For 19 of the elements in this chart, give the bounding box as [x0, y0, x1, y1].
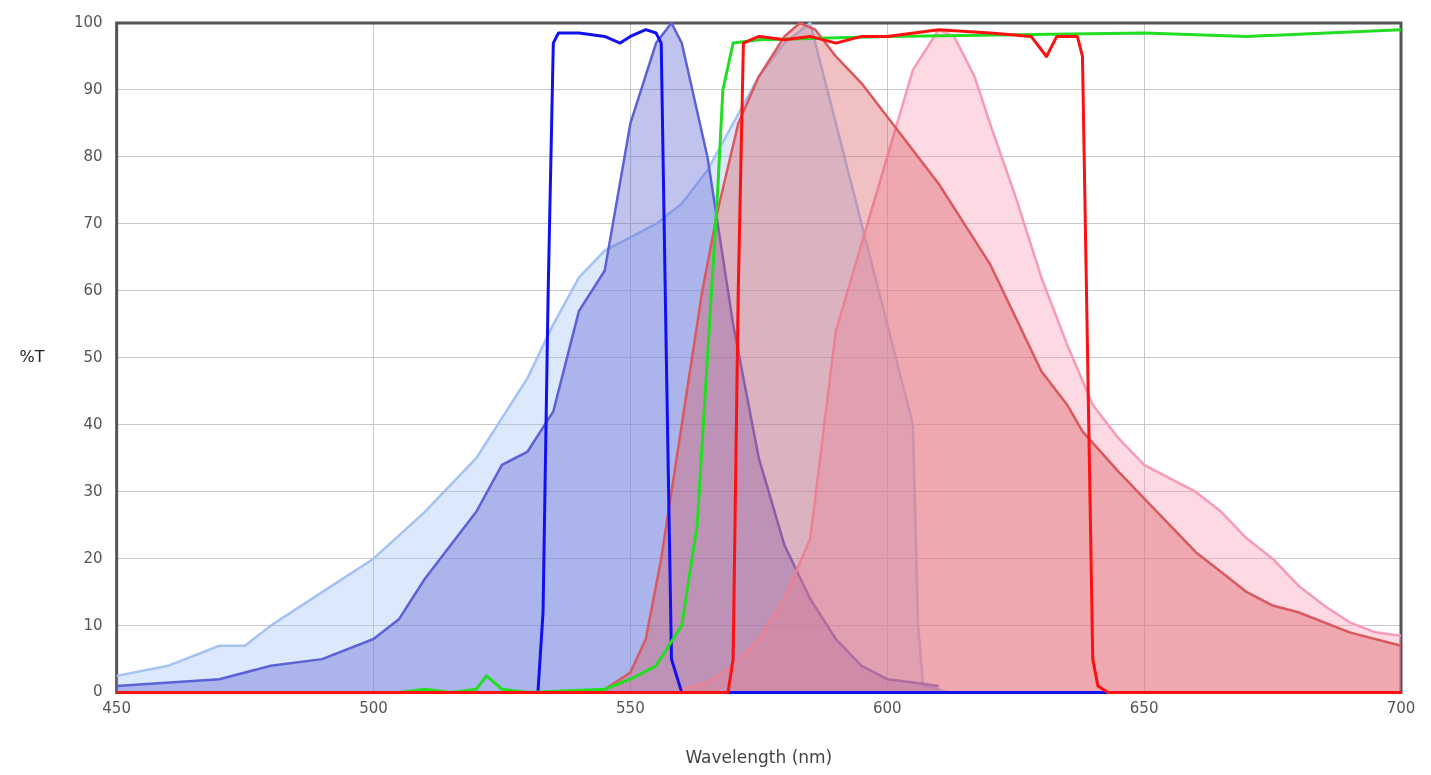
- x-tick-label: 700: [1386, 699, 1416, 718]
- y-tick-label: 60: [83, 280, 103, 299]
- y-tick-label: 50: [83, 347, 103, 366]
- x-tick-label: 650: [1129, 699, 1159, 718]
- y-tick-label: 90: [83, 79, 103, 98]
- x-tick-label: 550: [616, 699, 645, 718]
- y-tick-label: 10: [83, 615, 103, 634]
- y-tick-label: 100: [73, 12, 103, 31]
- y-tick-label: 70: [83, 213, 103, 232]
- x-tick-label: 600: [872, 699, 902, 718]
- y-tick-label: 30: [83, 481, 103, 500]
- x-tick-label: 500: [359, 699, 388, 718]
- x-axis-title: Wavelength (nm): [685, 747, 833, 768]
- x-tick-label: 450: [102, 699, 131, 718]
- y-tick-label: 40: [83, 414, 103, 433]
- y-tick-label: 80: [83, 146, 103, 165]
- y-axis-title: %T: [19, 346, 45, 366]
- y-tick-label: 0: [93, 682, 103, 701]
- y-tick-label: 20: [83, 548, 103, 567]
